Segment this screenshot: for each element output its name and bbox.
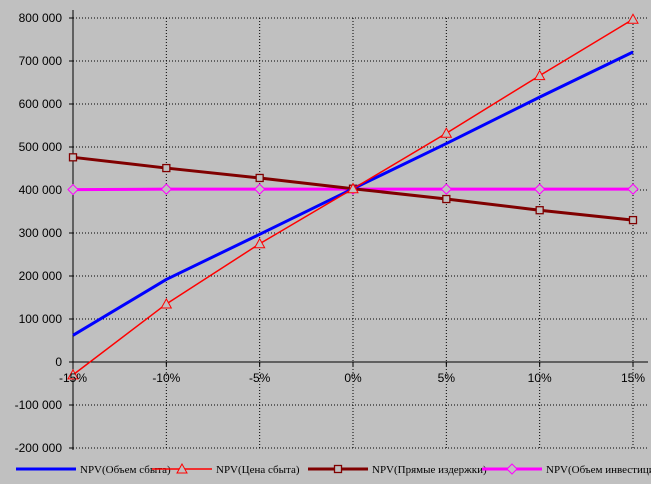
data-point: [162, 163, 171, 173]
data-point: [535, 206, 544, 215]
data-point: [253, 183, 266, 195]
x-tick-label: 0%: [344, 371, 362, 385]
x-tick-label: -5%: [249, 371, 271, 385]
x-tick-label: 15%: [621, 371, 645, 385]
y-tick-label: 200 000: [19, 269, 63, 283]
data-point: [440, 127, 453, 138]
data-point: [68, 153, 78, 162]
y-tick-label: -100 000: [15, 398, 63, 412]
series-layer: [67, 13, 639, 380]
y-tick-label: 500 000: [19, 140, 63, 154]
data-point: [533, 69, 546, 81]
x-tick-label: -10%: [152, 371, 180, 385]
y-tick-label: 400 000: [19, 183, 63, 197]
y-tick-label: 800 000: [19, 11, 63, 25]
data-point: [160, 183, 173, 195]
plot-area: [73, 18, 648, 450]
data-point: [253, 237, 266, 249]
data-point: [347, 182, 359, 194]
label-layer: -200 000 -100 000 0 100 000 200 000 300 000 40…: [15, 11, 646, 455]
data-point: [627, 183, 639, 195]
legend-item-1: NPV(Цена сбыта): [152, 462, 300, 476]
data-point: [67, 368, 79, 380]
x-tick-label: 10%: [528, 371, 552, 385]
legend-label: NPV(Прямые издержки): [372, 464, 487, 476]
legend: NPV(Объем сбыта) NPV(Цена сбыта) NPV(Прямы…: [16, 462, 651, 476]
data-point: [440, 183, 453, 195]
data-point: [628, 215, 638, 225]
legend-label: NPV(Цена сбыта): [216, 464, 300, 476]
y-tick-label: 700 000: [19, 54, 63, 68]
legend-item-0: NPV(Объем сбыта): [16, 464, 171, 476]
data-point: [255, 173, 264, 183]
y-tick-label: 100 000: [19, 312, 63, 326]
y-tick-label: -200 000: [15, 441, 63, 455]
data-point: [533, 183, 546, 195]
y-tick-label: 600 000: [19, 97, 63, 111]
y-tick-label: 300 000: [19, 226, 63, 240]
data-point: [67, 183, 79, 196]
data-point: [627, 13, 639, 24]
legend-label: NPV(Объем сбыта): [80, 464, 171, 476]
legend-item-3: NPV(Объем инвестиций): [482, 463, 651, 476]
data-point: [160, 297, 173, 309]
x-tick-label: 5%: [438, 371, 456, 385]
x-tick-label: -15%: [59, 371, 87, 385]
legend-marker: [506, 463, 518, 475]
legend-marker: [333, 464, 343, 474]
legend-label: NPV(Объем инвестиций): [546, 464, 651, 476]
legend-marker: [176, 462, 188, 474]
data-point: [442, 194, 451, 204]
legend-item-2: NPV(Прямые издержки): [308, 464, 487, 476]
series-1: [67, 13, 639, 380]
y-tick-label: 0: [55, 355, 62, 369]
